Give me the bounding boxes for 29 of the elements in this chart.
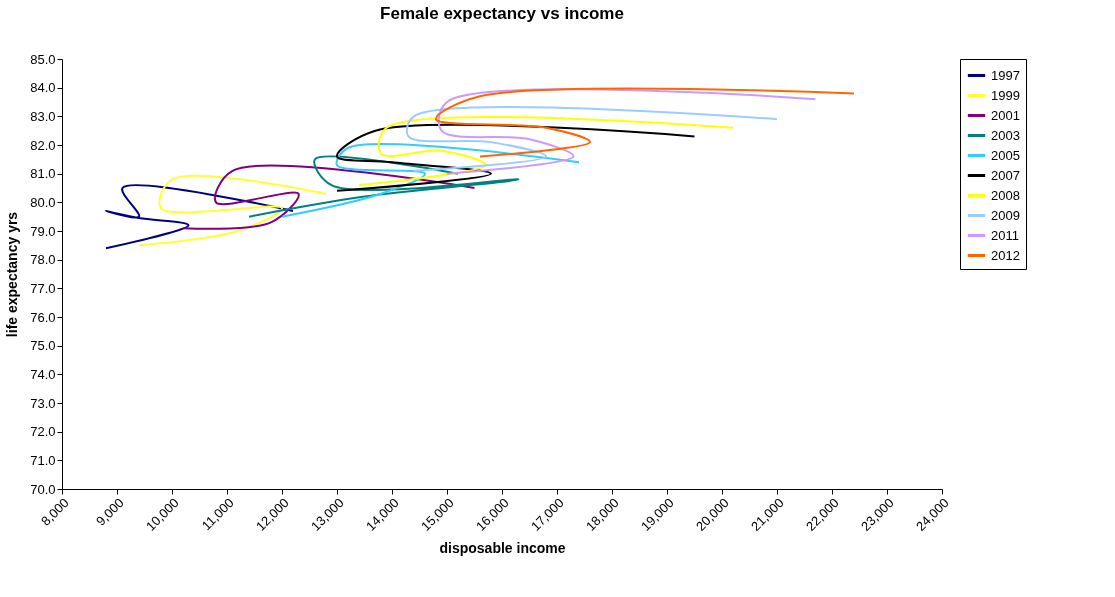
y-tick-label: 79.0 [30, 223, 56, 239]
y-tick-label: 70.0 [30, 481, 56, 497]
legend-label: 2008 [991, 187, 1020, 203]
legend-label: 2009 [991, 207, 1020, 223]
y-tick-label: 84.0 [30, 80, 56, 96]
y-tick-label: 73.0 [30, 395, 56, 411]
y-tick-label: 81.0 [30, 166, 56, 182]
legend-label: 1997 [991, 67, 1020, 83]
y-tick-label: 76.0 [30, 309, 56, 325]
legend-label: 2003 [991, 127, 1020, 143]
legend-label: 2005 [991, 147, 1020, 163]
y-tick-label: 71.0 [30, 452, 56, 468]
legend-label: 2001 [991, 107, 1020, 123]
y-axis-title: life expectancy yrs [4, 211, 21, 338]
x-axis-title: disposable income [439, 539, 566, 556]
y-tick-label: 77.0 [30, 280, 56, 296]
y-tick-label: 75.0 [30, 338, 56, 354]
legend-label: 2007 [991, 167, 1020, 183]
y-tick-label: 74.0 [30, 366, 56, 382]
y-tick-label: 82.0 [30, 137, 56, 153]
legend-label: 2011 [991, 227, 1019, 243]
y-tick-label: 85.0 [30, 51, 56, 67]
legend-label: 2012 [991, 247, 1020, 263]
legend-label: 1999 [991, 87, 1020, 103]
y-tick-label: 78.0 [30, 252, 56, 268]
y-tick-label: 83.0 [30, 108, 56, 124]
y-tick-label: 80.0 [30, 194, 56, 210]
chart-title: Female expectancy vs income [380, 4, 624, 23]
y-tick-label: 72.0 [30, 424, 56, 440]
